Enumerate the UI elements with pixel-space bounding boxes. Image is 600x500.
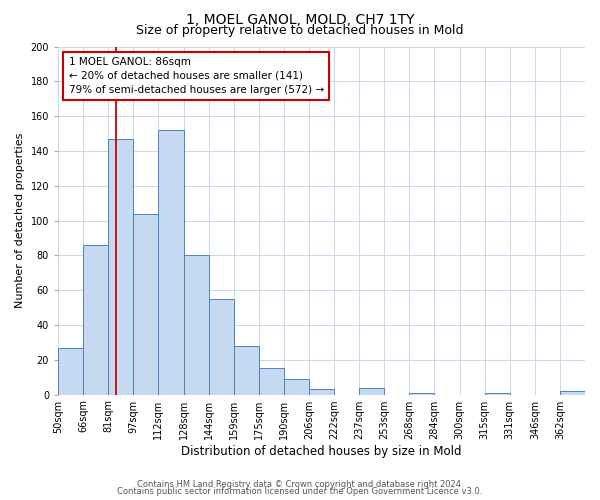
- Text: Size of property relative to detached houses in Mold: Size of property relative to detached ho…: [136, 24, 464, 37]
- Text: 1, MOEL GANOL, MOLD, CH7 1TY: 1, MOEL GANOL, MOLD, CH7 1TY: [186, 12, 414, 26]
- Bar: [359, 388, 384, 394]
- Bar: [234, 346, 259, 395]
- Text: 1 MOEL GANOL: 86sqm
← 20% of detached houses are smaller (141)
79% of semi-detac: 1 MOEL GANOL: 86sqm ← 20% of detached ho…: [68, 57, 324, 95]
- Bar: [58, 348, 83, 395]
- Bar: [133, 214, 158, 394]
- Bar: [158, 130, 184, 394]
- Bar: [560, 391, 585, 394]
- Bar: [209, 299, 234, 394]
- Bar: [485, 393, 510, 394]
- Bar: [108, 138, 133, 394]
- Bar: [83, 245, 108, 394]
- Bar: [284, 379, 309, 394]
- Bar: [309, 390, 334, 394]
- Bar: [409, 393, 434, 394]
- Y-axis label: Number of detached properties: Number of detached properties: [15, 133, 25, 308]
- Text: Contains HM Land Registry data © Crown copyright and database right 2024.: Contains HM Land Registry data © Crown c…: [137, 480, 463, 489]
- Text: Contains public sector information licensed under the Open Government Licence v3: Contains public sector information licen…: [118, 487, 482, 496]
- Bar: [259, 368, 284, 394]
- Bar: [184, 256, 209, 394]
- X-axis label: Distribution of detached houses by size in Mold: Distribution of detached houses by size …: [181, 444, 462, 458]
